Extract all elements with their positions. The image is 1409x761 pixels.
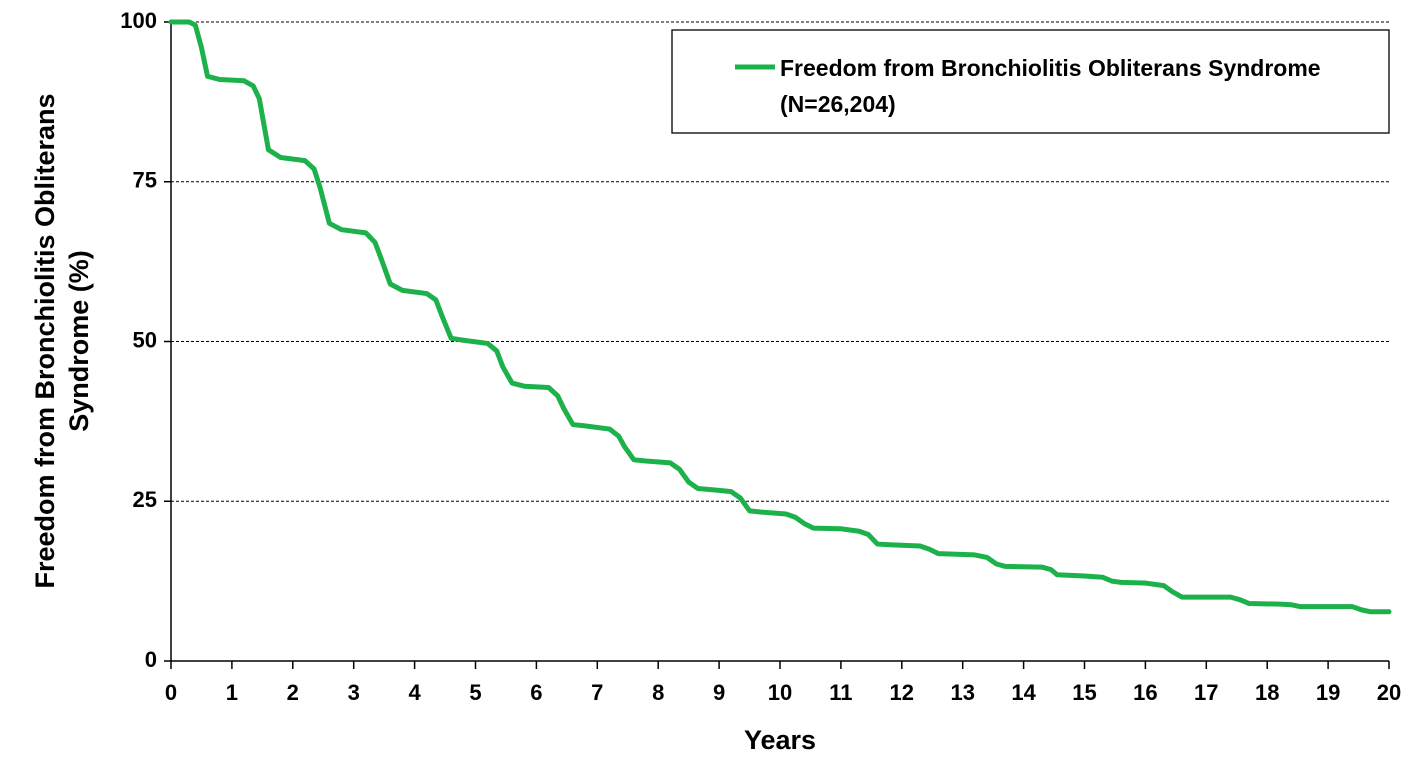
x-tick-label: 7	[591, 680, 603, 705]
x-tick-label: 19	[1316, 680, 1340, 705]
x-tick-label: 13	[950, 680, 974, 705]
y-tick-label: 0	[145, 647, 157, 672]
y-axis-label: Freedom from Bronchiolitis Obliterans Sy…	[30, 93, 94, 589]
x-tick-label: 12	[890, 680, 914, 705]
x-tick-label: 5	[469, 680, 481, 705]
x-tick-label: 9	[713, 680, 725, 705]
x-tick-label: 16	[1133, 680, 1157, 705]
legend-box	[671, 29, 1390, 134]
x-tick-label: 20	[1377, 680, 1401, 705]
x-tick-label: 1	[226, 680, 238, 705]
x-axis-label: Years	[744, 725, 816, 755]
x-tick-label: 8	[652, 680, 664, 705]
x-tick-label: 17	[1194, 680, 1218, 705]
legend-label: Freedom from Bronchiolitis Obliterans Sy…	[780, 55, 1321, 117]
x-tick-label: 0	[165, 680, 177, 705]
x-tick-label: 3	[348, 680, 360, 705]
x-tick-label: 2	[287, 680, 299, 705]
x-tick-label: 11	[829, 680, 852, 705]
x-tick-label: 18	[1255, 680, 1279, 705]
y-tick-label: 25	[133, 487, 157, 512]
x-tick-label: 4	[408, 680, 421, 705]
y-tick-label: 100	[120, 8, 157, 33]
y-tick-label: 50	[133, 327, 157, 352]
x-tick-label: 14	[1011, 680, 1036, 705]
y-tick-label: 75	[133, 168, 157, 193]
line-series	[168, 19, 1392, 615]
x-tick-label: 6	[530, 680, 542, 705]
x-tick-label: 10	[768, 680, 792, 705]
x-tick-label: 15	[1072, 680, 1096, 705]
